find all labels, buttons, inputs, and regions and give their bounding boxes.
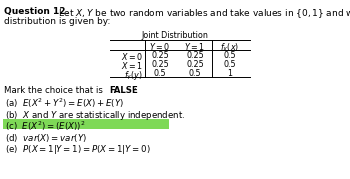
Text: distribution is given by:: distribution is given by: [4,17,110,26]
Text: $X = 0$: $X = 0$ [121,51,143,62]
Text: 0.5: 0.5 [224,51,236,60]
Text: (d)  $var(X) = var(Y)$: (d) $var(X) = var(Y)$ [5,132,87,144]
Text: $X = 1$: $X = 1$ [121,60,143,71]
Text: 0.25: 0.25 [151,60,169,69]
Text: (e)  $P(X = 1|Y = 1) = P(X = 1|Y = 0)$: (e) $P(X = 1|Y = 1) = P(X = 1|Y = 0)$ [5,143,150,156]
Text: 0.25: 0.25 [186,60,204,69]
FancyBboxPatch shape [2,118,168,129]
Text: Question 12.: Question 12. [4,7,69,16]
Text: 0.25: 0.25 [151,51,169,60]
Text: Let $X, Y$ be two random variables and take values in $\{0,1\}$ and whose joint: Let $X, Y$ be two random variables and t… [56,7,350,20]
Text: 0.5: 0.5 [154,69,166,78]
Text: :: : [134,86,137,95]
Text: Mark the choice that is: Mark the choice that is [4,86,106,95]
Text: 0.25: 0.25 [186,51,204,60]
Text: 1: 1 [228,69,232,78]
Text: $Y = 0$: $Y = 0$ [149,41,170,52]
Text: (b)  $X$ and $Y$ are statistically independent.: (b) $X$ and $Y$ are statistically indepe… [5,108,185,122]
Text: (c)  $E(X^2) = (E(X))^2$: (c) $E(X^2) = (E(X))^2$ [5,120,86,133]
Text: $f_X(x)$: $f_X(x)$ [220,41,239,54]
Text: $f_Y(y)$: $f_Y(y)$ [124,69,143,82]
Text: (a)  $E(X^2 + Y^2) = E(X) + E(Y)$: (a) $E(X^2 + Y^2) = E(X) + E(Y)$ [5,97,124,110]
Text: $Y = 1$: $Y = 1$ [184,41,205,52]
Text: FALSE: FALSE [109,86,138,95]
Text: 0.5: 0.5 [189,69,201,78]
Text: 0.5: 0.5 [224,60,236,69]
Text: Joint Distribution: Joint Distribution [141,31,209,40]
